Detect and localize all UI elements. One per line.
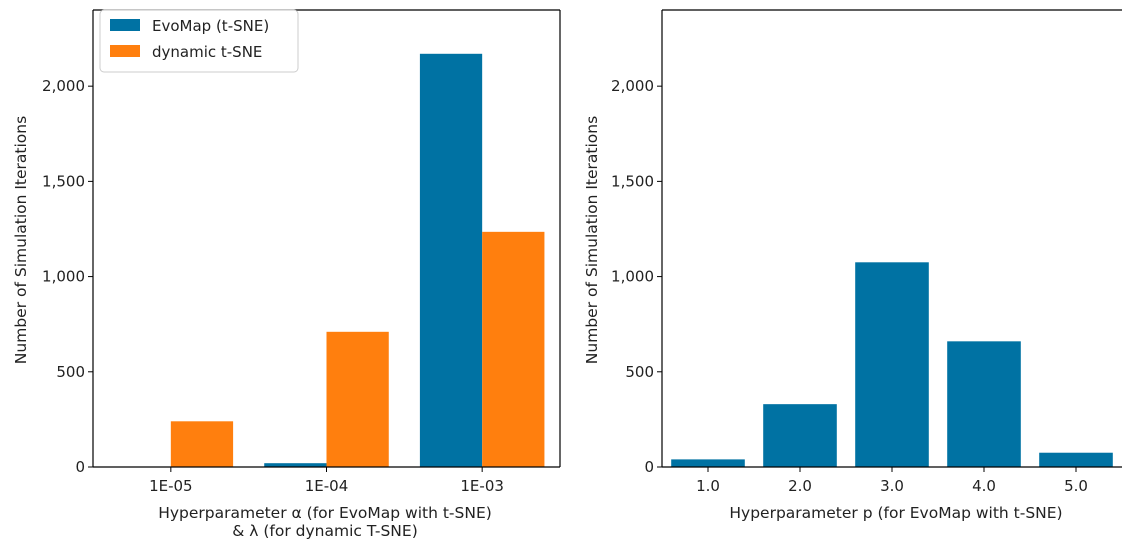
y-tick-label: 1,500 bbox=[42, 172, 85, 190]
x-tick-label: 1E-04 bbox=[305, 477, 349, 495]
left-x-axis-label-line-1: Hyperparameter α (for EvoMap with t-SNE) bbox=[158, 504, 492, 522]
y-tick-label: 1,000 bbox=[42, 268, 85, 286]
x-tick-label: 1E-05 bbox=[149, 477, 193, 495]
x-tick-label: 1E-03 bbox=[460, 477, 504, 495]
y-tick-label: 0 bbox=[75, 458, 85, 476]
legend-frame bbox=[99, 9, 299, 73]
legend-entry: EvoMap (t-SNE) bbox=[152, 17, 269, 35]
y-tick-label: 500 bbox=[625, 363, 654, 381]
y-tick-label: 0 bbox=[644, 458, 654, 476]
y-tick-label: 2,000 bbox=[611, 77, 654, 95]
bar-series-1-cat-0 bbox=[170, 421, 234, 467]
left-chart-panel: Number of Simulation Iterations Hyperpar… bbox=[12, 9, 561, 539]
bar-cat-3 bbox=[947, 341, 1021, 467]
legend: EvoMap (t-SNE) dynamic t-SNE bbox=[99, 9, 299, 73]
right-chart-panel: Number of Simulation Iterations Hyperpar… bbox=[583, 9, 1122, 522]
x-tick-label: 5.0 bbox=[1064, 477, 1088, 495]
legend-swatch bbox=[110, 19, 140, 31]
bar-series-0-cat-2 bbox=[419, 53, 483, 467]
right-x-axis-label: Hyperparameter p (for EvoMap with t-SNE) bbox=[729, 504, 1062, 522]
bar-cat-0 bbox=[671, 459, 745, 467]
right-y-axis-label: Number of Simulation Iterations bbox=[583, 116, 601, 364]
x-tick-label: 4.0 bbox=[972, 477, 996, 495]
bar-series-0-cat-1 bbox=[264, 463, 327, 467]
legend-entry: dynamic t-SNE bbox=[152, 43, 262, 61]
y-tick-label: 500 bbox=[56, 363, 85, 381]
y-tick-label: 2,000 bbox=[42, 77, 85, 95]
bar-series-1-cat-1 bbox=[326, 331, 389, 467]
x-tick-label: 3.0 bbox=[880, 477, 904, 495]
legend-swatch bbox=[110, 45, 140, 57]
y-tick-label: 1,500 bbox=[611, 172, 654, 190]
left-y-axis-label: Number of Simulation Iterations bbox=[12, 116, 30, 364]
x-tick-label: 1.0 bbox=[696, 477, 720, 495]
bar-series-1-cat-2 bbox=[482, 231, 545, 467]
x-tick-label: 2.0 bbox=[788, 477, 812, 495]
bar-cat-4 bbox=[1039, 452, 1113, 467]
y-tick-label: 1,000 bbox=[611, 268, 654, 286]
bar-cat-1 bbox=[763, 404, 837, 467]
bar-cat-2 bbox=[855, 262, 929, 467]
left-x-axis-label-line-2: & λ (for dynamic T-SNE) bbox=[232, 522, 418, 539]
